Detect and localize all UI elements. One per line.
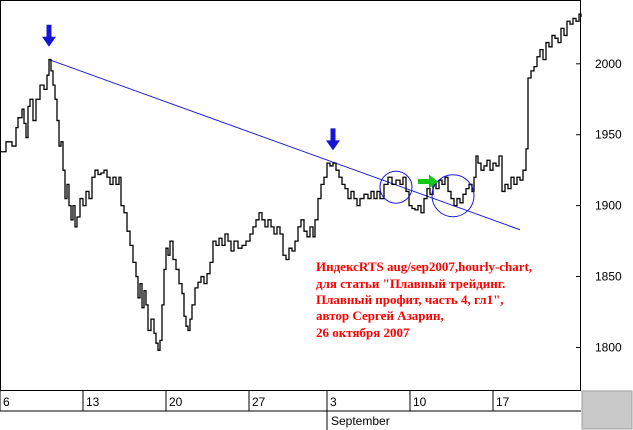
highlight-circles <box>379 170 475 218</box>
y-axis: 1800 1850 1900 1950 2000 <box>576 57 622 354</box>
x-tick-label: 3 <box>330 395 337 409</box>
x-month-label: September <box>331 414 390 428</box>
down-arrow-icon <box>42 24 56 47</box>
down-arrow-icon <box>326 128 340 151</box>
price-series-line <box>0 13 582 351</box>
annotation: ИндексRTS aug/sep2007,hourly-chart, для … <box>316 259 532 340</box>
x-axis: 6 13 20 27 3 10 17 <box>0 391 510 411</box>
y-tick-label: 2000 <box>595 57 622 71</box>
right-arrow-icon <box>418 174 438 189</box>
y-tick-label: 1950 <box>595 128 622 142</box>
highlight-circle <box>379 170 413 204</box>
y-tick-label: 1850 <box>595 270 622 284</box>
x-tick-label: 13 <box>86 395 100 409</box>
annotation-line-5: 26 октября 2007 <box>316 325 410 340</box>
plot-frame <box>0 0 581 391</box>
annotation-line-3: Плавный профит, часть 4, гл1", <box>316 292 504 307</box>
annotation-line-1: ИндексRTS aug/sep2007,hourly-chart, <box>316 259 532 274</box>
x-tick-label: 17 <box>496 395 510 409</box>
y-tick-label: 1900 <box>595 199 622 213</box>
annotation-line-4: автор Сергей Азарин, <box>316 308 444 323</box>
highlight-circle <box>431 174 475 218</box>
x-tick-label: 20 <box>169 395 183 409</box>
scroll-thumb[interactable] <box>581 390 633 430</box>
trendline <box>48 59 521 231</box>
arrows <box>42 24 438 189</box>
y-tick-label: 1800 <box>595 340 622 354</box>
annotation-line-2: для статьи "Плавный трейдинг. <box>316 276 505 291</box>
x-tick-label: 6 <box>3 395 10 409</box>
x-tick-label: 27 <box>252 395 266 409</box>
x-tick-label: 10 <box>413 395 427 409</box>
